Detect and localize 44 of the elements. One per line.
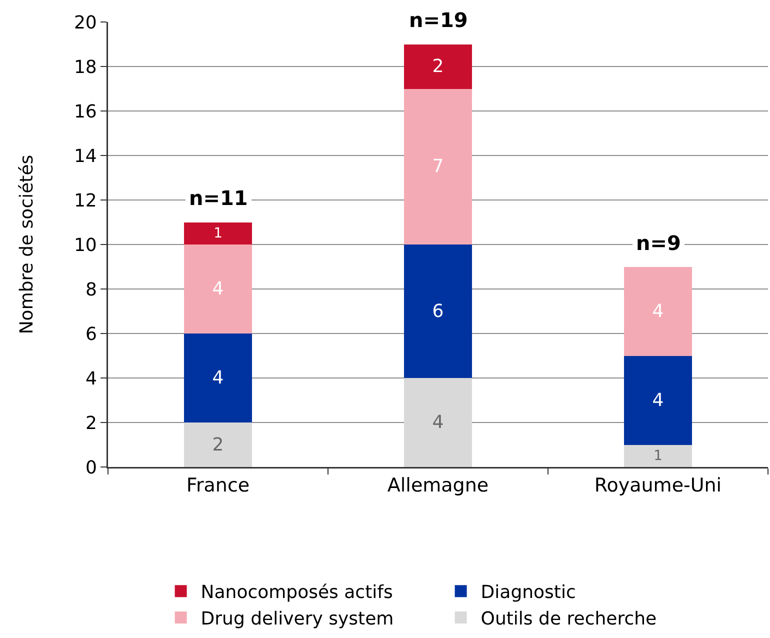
data-label: 4 bbox=[432, 412, 444, 433]
y-tick-label: 12 bbox=[74, 190, 97, 212]
bar bbox=[624, 356, 692, 445]
bar bbox=[624, 266, 692, 356]
bar bbox=[184, 244, 252, 334]
data-label: 4 bbox=[652, 390, 664, 411]
bar bbox=[624, 444, 692, 467]
bar bbox=[404, 44, 472, 89]
y-tick-label: 2 bbox=[85, 412, 97, 434]
y-axis-title: Nombre de sociétés bbox=[16, 154, 38, 334]
y-tick-label: 16 bbox=[74, 101, 97, 122]
bar bbox=[404, 88, 472, 244]
data-label: 4 bbox=[212, 278, 224, 300]
y-tick-label: 0 bbox=[85, 457, 97, 478]
bar bbox=[184, 334, 252, 422]
y-tick-label: 8 bbox=[85, 279, 97, 300]
bar bbox=[404, 378, 472, 467]
y-tick-label: 14 bbox=[74, 146, 97, 167]
y-tick-label: 4 bbox=[85, 368, 97, 390]
legend-label: Diagnostic bbox=[480, 582, 576, 604]
x-tick-label: Royaume-Uni bbox=[594, 474, 722, 496]
data-label: 2 bbox=[212, 434, 224, 456]
data-label: 4 bbox=[212, 368, 224, 388]
data-label: 2 bbox=[432, 56, 444, 77]
bar bbox=[404, 244, 472, 378]
data-label: 6 bbox=[432, 300, 444, 322]
total-label: n=19 bbox=[409, 8, 468, 32]
x-tick-label: Allemagne bbox=[387, 474, 489, 496]
data-label: 7 bbox=[432, 156, 444, 178]
x-tick-label: France bbox=[186, 474, 250, 496]
y-tick-label: 6 bbox=[85, 324, 97, 345]
data-label: 1 bbox=[214, 226, 222, 242]
bar bbox=[184, 422, 252, 467]
legend-label: Drug delivery system bbox=[200, 608, 394, 630]
data-label: 1 bbox=[654, 448, 662, 464]
data-label: 4 bbox=[652, 300, 664, 322]
total-label: n=11 bbox=[189, 186, 248, 210]
total-label: n=9 bbox=[636, 231, 681, 255]
bar bbox=[184, 222, 252, 244]
legend-label: Nanocomposés actifs bbox=[200, 582, 393, 604]
y-tick-label: 20 bbox=[74, 12, 97, 34]
y-tick-label: 10 bbox=[74, 234, 97, 256]
legend-label: Outils de recherche bbox=[480, 608, 657, 630]
y-tick-label: 18 bbox=[74, 56, 97, 78]
